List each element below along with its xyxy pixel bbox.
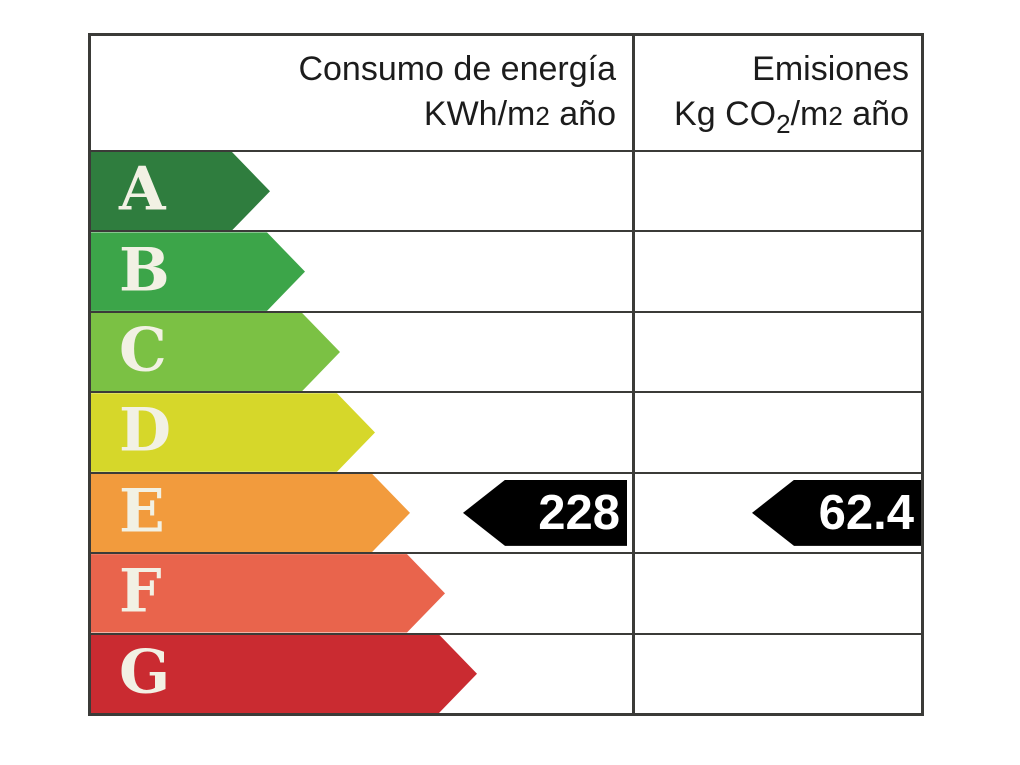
rating-bar-b: B [91, 232, 305, 310]
rating-row-f: F [91, 554, 921, 635]
consumo-value: 228 [538, 485, 620, 540]
emisiones-header-title: Emisiones [752, 50, 909, 88]
emisiones-value: 62.4 [818, 485, 914, 540]
rating-letter-f: F [119, 556, 162, 627]
consumo-header-cell: Consumo de energía KWh/m2 año [91, 36, 632, 150]
rating-letter-g: G [119, 637, 171, 708]
consumo-value-arrow: 228 [463, 479, 627, 546]
consumo-unit-exponent: 2 [535, 101, 550, 131]
column-divider [632, 36, 635, 713]
rating-bar-g: G [91, 635, 477, 713]
emisiones-header-unit: Kg CO2/m2 año [632, 92, 909, 139]
rating-row-a: A [91, 152, 921, 233]
rating-row-d: D [91, 393, 921, 474]
table-header: Consumo de energía KWh/m2 año Emisiones … [91, 36, 921, 152]
emisiones-unit-subscript: 2 [776, 109, 791, 139]
rating-bar-c: C [91, 313, 340, 391]
rating-table: Consumo de energía KWh/m2 año Emisiones … [88, 33, 924, 716]
rating-letter-a: A [119, 154, 166, 225]
rating-bar-e: E [91, 474, 410, 552]
emisiones-unit-suffix: año [842, 95, 909, 133]
rating-row-g: G [91, 634, 921, 713]
rating-rows: A B C D E [91, 152, 921, 713]
rating-bar-a: A [91, 152, 270, 230]
consumo-unit-suffix: año [549, 95, 616, 133]
emisiones-unit-prefix: Kg CO [674, 95, 777, 133]
rating-row-c: C [91, 312, 921, 394]
rating-bar-f: F [91, 554, 445, 632]
emisiones-value-arrow: 62.4 [752, 479, 921, 546]
rating-letter-d: D [119, 396, 172, 467]
emisiones-unit-mid: /m [790, 95, 829, 133]
emisiones-unit-exponent: 2 [828, 101, 843, 131]
consumo-header-unit: KWh/m2 año [91, 92, 616, 139]
rating-letter-b: B [119, 235, 170, 306]
consumo-header-title: Consumo de energía [298, 50, 616, 88]
emisiones-header-cell: Emisiones Kg CO2/m2 año [632, 36, 921, 150]
rating-bar-d: D [91, 393, 375, 471]
rating-letter-c: C [119, 315, 167, 386]
rating-row-b: B [91, 232, 921, 313]
rating-row-e: E 228 62.4 [91, 473, 921, 555]
consumo-unit-prefix: KWh/m [423, 95, 536, 133]
rating-letter-e: E [119, 476, 165, 547]
